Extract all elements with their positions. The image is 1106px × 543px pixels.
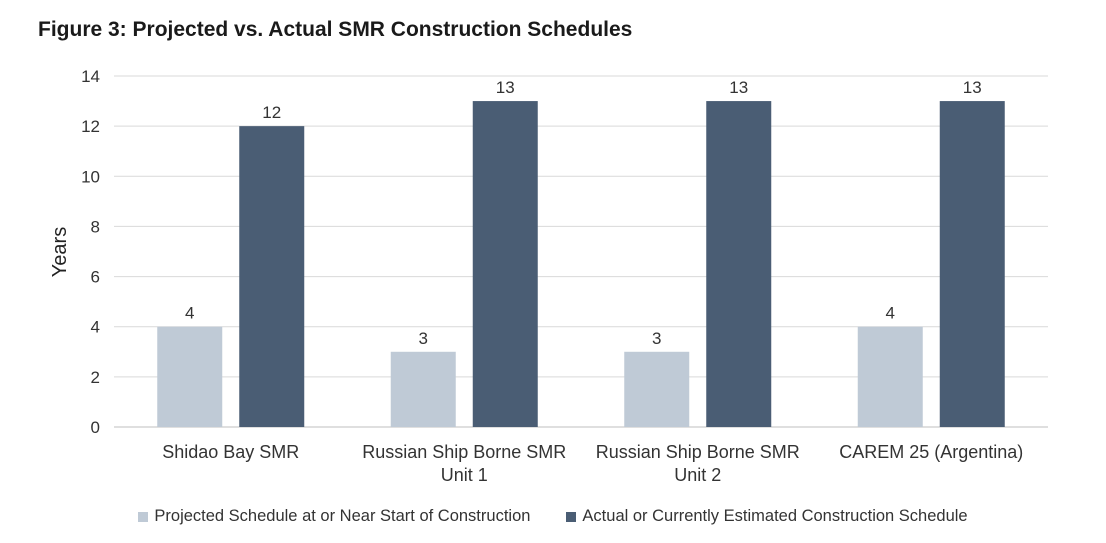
legend-swatch-actual: [566, 511, 577, 522]
data-label: 13: [496, 78, 515, 97]
y-tick-label: 12: [81, 117, 100, 136]
x-tick-label: Shidao Bay SMR: [162, 442, 299, 462]
legend-label-projected: Projected Schedule at or Near Start of C…: [154, 507, 531, 525]
legend-swatch-projected: [138, 511, 149, 522]
legend-item-projected: Projected Schedule at or Near Start of C…: [138, 507, 530, 526]
x-tick-label: Russian Ship Borne SMR: [362, 442, 566, 462]
x-tick-label: CAREM 25 (Argentina): [839, 442, 1023, 462]
y-tick-label: 4: [91, 318, 100, 337]
y-tick-label: 6: [91, 268, 100, 287]
bar-projected: [624, 351, 690, 427]
bar-chart: 0 2 4 6 8 10 12 14 Years 4 12 3 13 3 13 4 13 Shidao Ba…: [49, 67, 1048, 485]
bar-projected: [157, 326, 223, 427]
bar-actual: [706, 101, 772, 428]
y-tick-label: 0: [91, 418, 100, 437]
x-tick-label: Russian Ship Borne SMR: [596, 442, 800, 462]
legend-label-actual: Actual or Currently Estimated Constructi…: [582, 507, 968, 525]
bars: [157, 101, 1005, 428]
x-tick-label: Unit 1: [441, 465, 488, 485]
y-axis-label: Years: [49, 227, 71, 277]
data-labels: 4 12 3 13 3 13 4 13: [185, 78, 982, 348]
legend-item-actual: Actual or Currently Estimated Constructi…: [566, 507, 968, 526]
data-label: 3: [419, 329, 428, 348]
data-label: 4: [886, 304, 895, 323]
y-tick-label: 8: [91, 217, 100, 236]
bar-actual: [939, 101, 1005, 428]
data-label: 12: [262, 103, 281, 122]
bar-actual: [239, 126, 305, 428]
x-tick-label: Unit 2: [674, 465, 721, 485]
data-label: 3: [652, 329, 661, 348]
chart-title: Figure 3: Projected vs. Actual SMR Const…: [38, 18, 633, 41]
y-tick-label: 2: [91, 368, 100, 387]
legend: Projected Schedule at or Near Start of C…: [0, 507, 1106, 526]
data-label: 4: [185, 304, 194, 323]
bar-projected: [857, 326, 923, 427]
x-axis-ticks: Shidao Bay SMR Russian Ship Borne SMR Unit…: [162, 442, 1023, 485]
y-tick-label: 10: [81, 167, 100, 186]
y-axis-ticks: 0 2 4 6 8 10 12 14: [81, 67, 100, 437]
data-label: 13: [963, 78, 982, 97]
bar-projected: [390, 351, 456, 427]
y-tick-label: 14: [81, 67, 100, 86]
data-label: 13: [729, 78, 748, 97]
bar-actual: [472, 101, 538, 428]
